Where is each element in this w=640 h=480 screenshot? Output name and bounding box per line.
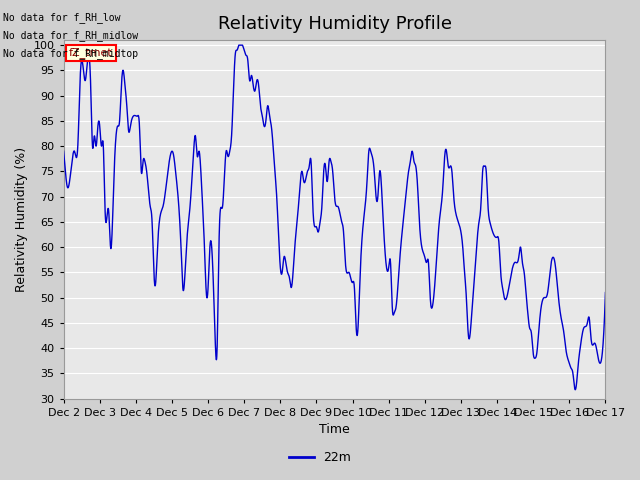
Y-axis label: Relativity Humidity (%): Relativity Humidity (%): [15, 147, 28, 292]
Text: No data for f_RH_midtop: No data for f_RH_midtop: [3, 48, 138, 60]
Text: No data for f_RH_midlow: No data for f_RH_midlow: [3, 30, 138, 41]
Text: No data for f_RH_low: No data for f_RH_low: [3, 12, 121, 23]
Legend: 22m: 22m: [284, 446, 356, 469]
Title: Relativity Humidity Profile: Relativity Humidity Profile: [218, 15, 451, 33]
X-axis label: Time: Time: [319, 423, 350, 436]
Text: fZ_tmet: fZ_tmet: [69, 48, 113, 58]
